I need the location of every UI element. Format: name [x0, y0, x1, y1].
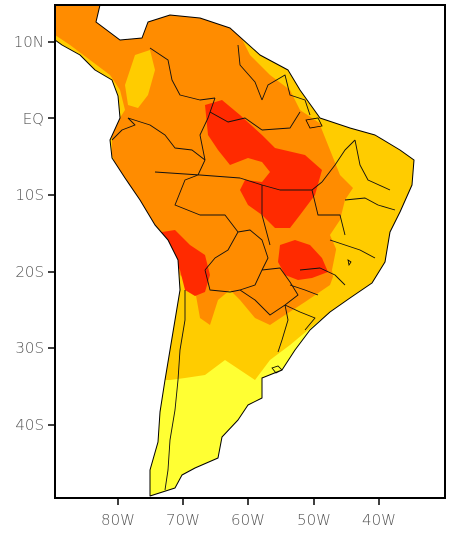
border-ecuador-peru: [111, 117, 136, 141]
lat-label-10n: 10N: [14, 33, 44, 51]
lon-label-70w: 70W: [166, 511, 200, 529]
border-brazil-states-6: [354, 139, 391, 191]
border-colombia-peru: [127, 117, 206, 161]
lat-label-30s: 30S: [15, 339, 44, 357]
region-red-amazon: [205, 100, 322, 228]
border-brazil-states-4: [311, 189, 346, 236]
border-uruguay-brazil: [284, 304, 316, 331]
island-fernando: [347, 259, 352, 267]
region-red-central: [278, 240, 328, 280]
country-borders: [111, 44, 396, 491]
lon-label-40w: 40W: [362, 511, 396, 529]
lat-label-20s: 20S: [15, 263, 44, 281]
longitude-axis: 80W 70W 60W 50W 40W: [101, 498, 396, 529]
border-peru-bolivia: [204, 231, 239, 271]
border-brazil-states-1: [154, 171, 241, 179]
region-gold-patch-east: [332, 230, 385, 298]
border-bolivia-brazil: [237, 229, 269, 271]
border-paraguay-brazil: [261, 267, 299, 306]
border-chile-argentina: [164, 290, 186, 491]
border-bolivia-chile-argentina: [204, 269, 241, 293]
border-brazil-states-5: [321, 139, 356, 183]
border-colombia-brazil: [199, 97, 216, 161]
coastline: [54, 4, 415, 497]
border-brazil-states-9: [299, 267, 346, 286]
map-frame: [54, 4, 446, 499]
border-guyana-suriname: [261, 74, 311, 116]
region-red-andes: [160, 230, 210, 296]
lon-label-50w: 50W: [297, 511, 331, 529]
island-falklands: [271, 365, 283, 374]
border-brazil-states-12: [261, 111, 301, 131]
islands: [271, 117, 352, 374]
border-bolivia-paraguay: [239, 269, 263, 291]
border-brazil-states-2: [239, 177, 323, 191]
lon-label-60w: 60W: [231, 511, 265, 529]
border-brazil-states-7: [344, 197, 396, 211]
border-brazil-states-10: [289, 284, 319, 296]
border-brazil-states-3: [261, 185, 271, 246]
lat-label-10s: 10S: [15, 186, 44, 204]
border-argentina-uruguay: [277, 304, 289, 353]
lat-label-40s: 40S: [15, 416, 44, 434]
border-venezuela-guyana: [237, 44, 263, 101]
latitude-axis: 10N EQ 10S 20S 30S 40S: [14, 33, 55, 434]
island-marajo: [305, 117, 323, 129]
border-paraguay-argentina: [239, 289, 286, 316]
lon-label-80w: 80W: [101, 511, 135, 529]
border-brazil-states-11: [209, 111, 263, 131]
region-gold-patch-north: [125, 50, 155, 108]
lat-label-eq: EQ: [23, 110, 44, 128]
border-colombia-venezuela: [149, 47, 216, 101]
border-brazil-states-8: [329, 239, 376, 259]
